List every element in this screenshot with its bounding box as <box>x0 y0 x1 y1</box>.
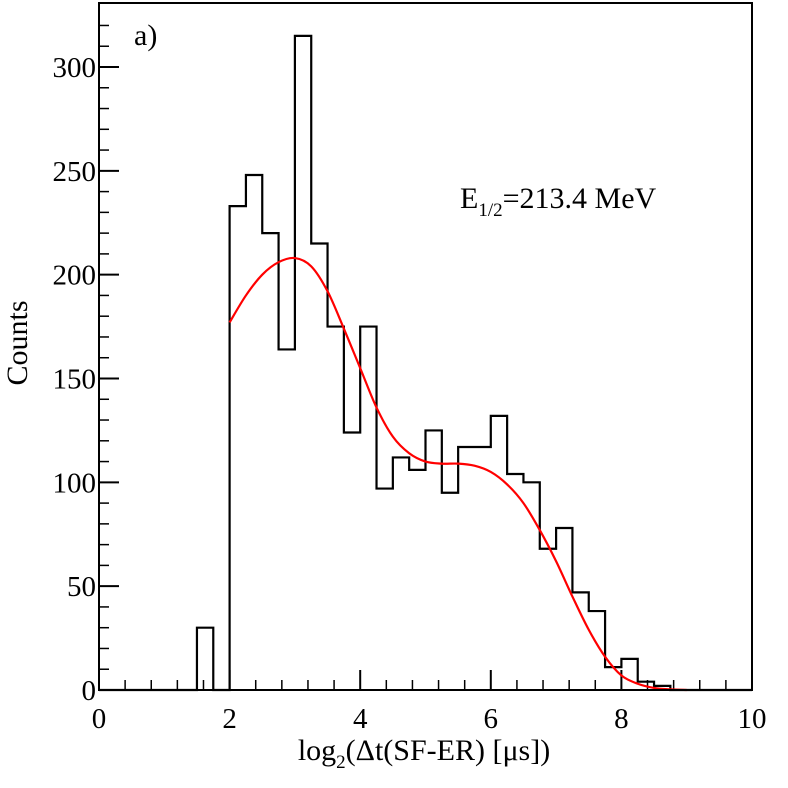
annotation-subscript: 1/2 <box>478 200 502 221</box>
energy-annotation: E1/2=213.4 MeV <box>460 182 657 221</box>
x-tick-label: 8 <box>614 703 629 735</box>
x-axis: 0 2 4 6 8 10 <box>92 670 767 735</box>
data-series <box>99 34 752 692</box>
y-tick-label: 50 <box>67 571 96 603</box>
y-axis: 0 50 100 150 200 250 300 <box>53 24 119 707</box>
panel-label: a) <box>134 19 157 52</box>
y-tick-label: 300 <box>53 52 97 84</box>
y-tick-label: 250 <box>53 156 97 188</box>
annotation-main: E <box>460 182 478 215</box>
x-tick-label: 6 <box>484 703 499 735</box>
y-tick-label: 200 <box>53 260 97 292</box>
x-axis-title: log2(Δt(SF-ER) [μs]) <box>298 734 550 773</box>
x-axis-title-prefix: log <box>298 734 336 767</box>
annotation-value: =213.4 MeV <box>503 182 657 215</box>
fit-curve <box>228 256 687 692</box>
y-tick-label: 150 <box>53 364 97 396</box>
x-tick-label: 0 <box>92 703 107 735</box>
y-tick-label: 0 <box>82 675 97 707</box>
x-axis-title-subscript: 2 <box>336 752 346 773</box>
y-axis-title: Counts <box>1 300 34 385</box>
y-tick-label: 100 <box>53 467 97 499</box>
x-tick-label: 10 <box>738 703 767 735</box>
plot-frame <box>98 2 753 691</box>
histogram-step-line <box>99 34 752 692</box>
x-axis-title-main: (Δt(SF-ER) [μs]) <box>346 734 551 767</box>
x-tick-label: 4 <box>353 703 368 735</box>
x-tick-label: 2 <box>222 703 237 735</box>
